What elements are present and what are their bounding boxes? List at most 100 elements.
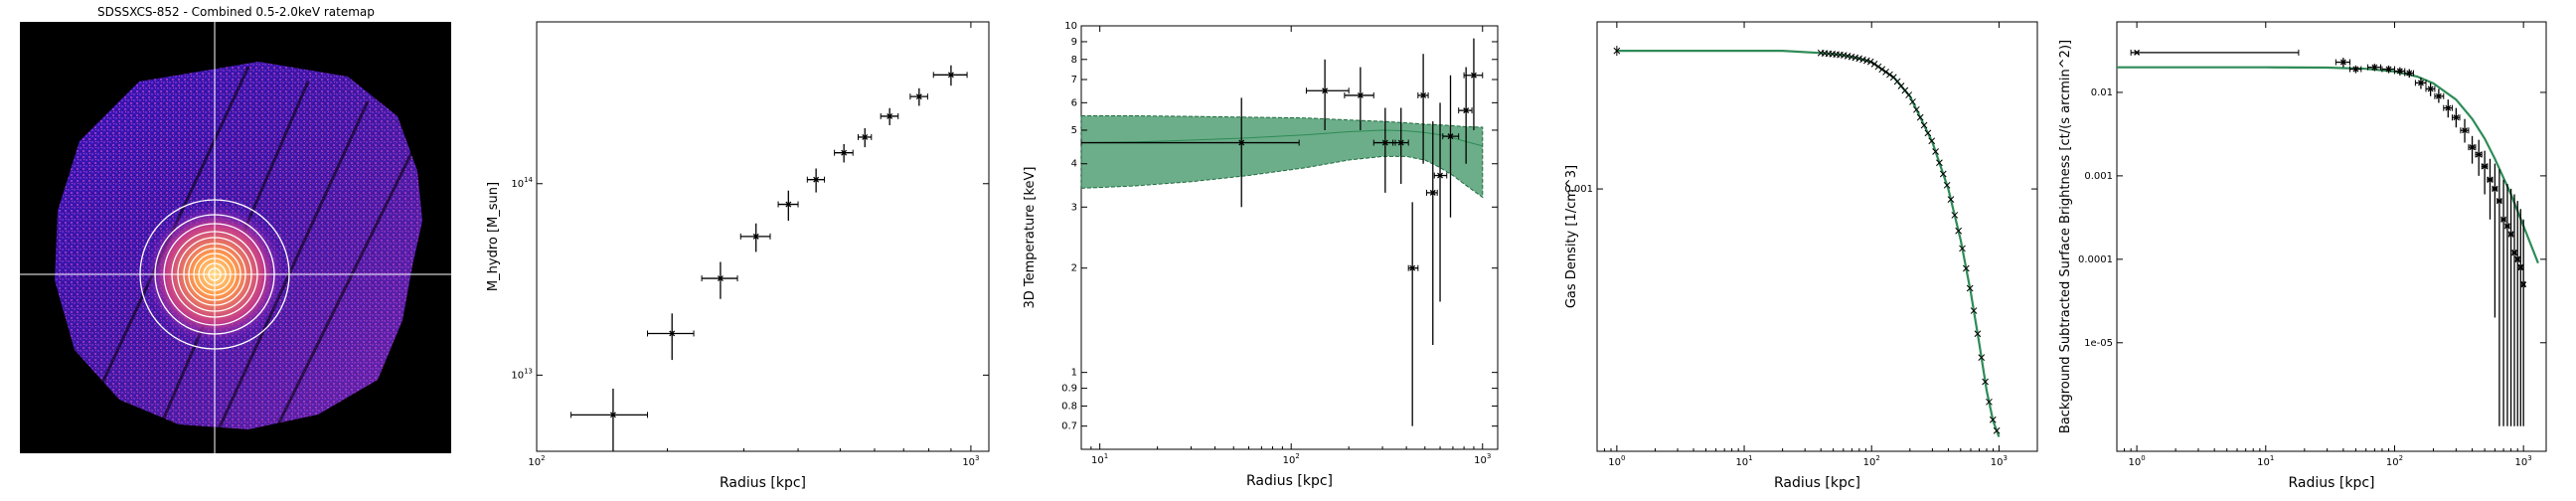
data-point [1863, 57, 1870, 65]
data-point [2517, 209, 2524, 426]
point-marker [886, 112, 893, 119]
y-tick-label: 10 [1064, 21, 1077, 32]
data-point [2460, 118, 2470, 143]
y-tick-label: 1e-05 [2084, 338, 2113, 349]
point-marker [2406, 70, 2413, 77]
ratemap-panel: SDSSXCS-852 - Combined 0.5-2.0keV ratema… [0, 0, 467, 501]
plot-frame [1080, 25, 1499, 450]
x-tick-label: 102 [2386, 454, 2403, 468]
y-tick-label: 0.001 [1564, 184, 1593, 195]
data-point [1874, 63, 1882, 71]
point-marker [609, 412, 616, 418]
x-tick-label: 101 [2257, 454, 2274, 468]
point-marker [1447, 133, 1454, 140]
data-point [1916, 113, 1924, 121]
data-point [1463, 38, 1484, 130]
data-point [1909, 98, 1916, 105]
point-marker [2453, 114, 2460, 121]
data-point [2511, 194, 2517, 426]
data-point [857, 127, 873, 148]
mass-profile-chart: 102 103 1013 1014 Radius [kpc] M_hydro [M_sun… [486, 21, 990, 491]
data-point [1932, 148, 1939, 155]
data-point [834, 143, 854, 163]
data-point [1943, 181, 1951, 189]
data-point [1978, 354, 1986, 361]
data-point [1870, 61, 1878, 68]
data-point [1905, 91, 1913, 98]
data-point [1080, 97, 1300, 208]
point-marker [2352, 66, 2359, 73]
data-point [1974, 330, 1982, 338]
point-marker [2385, 66, 2392, 73]
x-tick-label: 103 [962, 454, 979, 468]
data-point [2520, 219, 2527, 426]
data-point [1989, 416, 1997, 423]
y-axis-label: Background Subtracted Surface Brightness… [2058, 40, 2073, 433]
point-marker [1429, 189, 1436, 196]
y-tick-label: 4 [1071, 159, 1077, 170]
point-marker [2476, 151, 2483, 158]
y-tick-label: 0.01 [2091, 87, 2113, 98]
data-point [1970, 307, 1978, 314]
x-tick-label: 102 [528, 454, 545, 468]
point-marker [915, 93, 922, 100]
point-marker [1322, 87, 1329, 94]
y-axis-label: Gas Density [1/cm^3] [1564, 165, 1579, 308]
x-tick-label: 100 [1608, 454, 1625, 468]
point-marker [2487, 176, 2494, 183]
data-point [2334, 58, 2350, 68]
x-axis-label: Radius [kpc] [1246, 473, 1333, 489]
data-point [2414, 78, 2427, 89]
data-point [1859, 56, 1866, 64]
point-marker [1397, 139, 1404, 146]
point-marker [2396, 68, 2403, 75]
y-tick-label: 0.0001 [2078, 254, 2113, 265]
point-marker [2492, 185, 2498, 192]
point-marker [1470, 72, 1477, 79]
y-axis-label: 3D Temperature [keV] [1023, 167, 1038, 309]
data-point [1913, 105, 1920, 113]
y-tick-label: 1013 [511, 367, 533, 381]
y-tick-label: 1 [1071, 368, 1077, 379]
data-point [2404, 69, 2414, 79]
y-tick-label: 8 [1071, 55, 1077, 66]
x-axis-label: Radius [kpc] [1774, 475, 1860, 491]
point-marker [2462, 127, 2468, 134]
data-point [1866, 58, 1874, 66]
data-point [2500, 179, 2507, 426]
point-marker [2435, 92, 2442, 99]
data-point [1344, 67, 1374, 130]
point-marker [841, 149, 848, 156]
y-tick-label: 7 [1071, 75, 1077, 85]
y-axis-label: M_hydro [M_sun] [486, 182, 501, 291]
data-point [1986, 398, 1993, 406]
data-point [1924, 129, 1932, 137]
temperature-profile-chart: 101 102 103 0.7 0.8 0.9 1 2 3 4 5 6 7 8 9 10 Radius [kpc… [1023, 21, 1499, 489]
data-point [2487, 158, 2494, 220]
data-point [2443, 99, 2453, 118]
data-point [1305, 59, 1350, 130]
y-tick-label: 1014 [511, 176, 533, 190]
data-point [1947, 196, 1955, 203]
data-point [1425, 121, 1438, 346]
data-point [1407, 202, 1419, 426]
data-point [2434, 88, 2445, 103]
data-point [1936, 159, 1943, 167]
y-tick-label: 6 [1071, 97, 1077, 108]
data-point [1882, 69, 1889, 76]
data-point [1458, 67, 1473, 164]
data-point [806, 168, 826, 193]
data-point [2481, 150, 2489, 195]
data-point [777, 190, 799, 222]
point-marker [1409, 264, 1416, 271]
point-marker [2445, 104, 2452, 111]
y-tick-label: 0.001 [2084, 171, 2113, 182]
ratemap-title: SDSSXCS-852 - Combined 0.5-2.0keV ratema… [97, 5, 375, 19]
point-marker [2339, 59, 2346, 66]
data-point [2348, 65, 2362, 74]
data-point [2507, 188, 2514, 426]
data-point [1939, 170, 1947, 178]
point-marker [2134, 49, 2141, 56]
data-point [2468, 135, 2477, 164]
data-point [701, 261, 738, 299]
